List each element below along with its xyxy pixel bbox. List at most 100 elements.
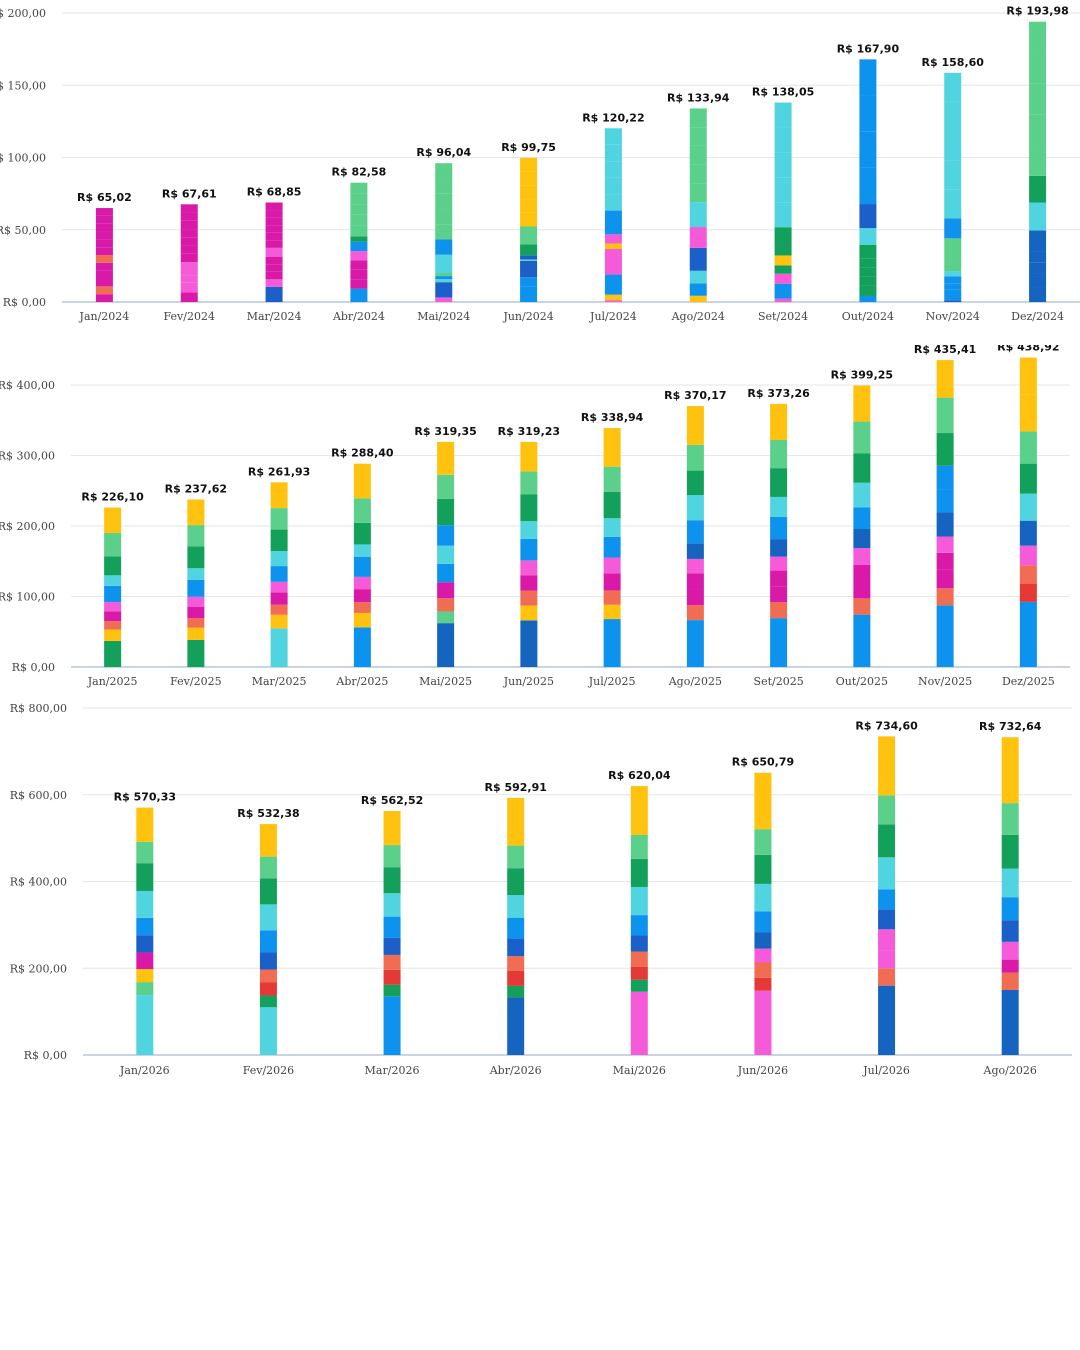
bar-segment[interactable] — [180, 262, 198, 269]
bar-segment[interactable] — [689, 295, 707, 302]
bar-segment[interactable] — [435, 279, 453, 283]
bar-segment[interactable] — [265, 247, 283, 257]
bar-segment[interactable] — [437, 498, 455, 526]
bar-segment[interactable] — [689, 108, 707, 128]
bar-segment[interactable] — [520, 259, 538, 261]
bar-segment[interactable] — [604, 294, 622, 301]
bar-segment[interactable] — [520, 575, 538, 591]
bar-segment[interactable] — [180, 275, 198, 283]
bar-segment[interactable] — [353, 498, 371, 523]
bar-segment[interactable] — [853, 598, 871, 615]
bar-segment[interactable] — [350, 193, 368, 205]
bar-segment[interactable] — [774, 255, 792, 266]
bar-segment[interactable] — [1029, 251, 1047, 263]
bar-segment[interactable] — [689, 145, 707, 165]
bar-segment[interactable] — [507, 985, 525, 998]
bar-segment[interactable] — [774, 202, 792, 228]
bar-segment[interactable] — [1019, 463, 1037, 494]
bar-segment[interactable] — [520, 277, 538, 287]
bar-segment[interactable] — [259, 982, 277, 996]
bar-segment[interactable] — [859, 131, 877, 168]
bar-segment[interactable] — [944, 271, 962, 277]
bar-segment[interactable] — [180, 253, 198, 263]
bar-segment[interactable] — [1001, 803, 1019, 835]
bar-segment[interactable] — [774, 273, 792, 284]
bar-segment[interactable] — [1029, 52, 1047, 84]
bar-segment[interactable] — [435, 163, 453, 179]
bar-segment[interactable] — [1019, 431, 1037, 464]
bar-segment[interactable] — [136, 995, 154, 1055]
bar-segment[interactable] — [180, 204, 198, 213]
bar-segment[interactable] — [604, 194, 622, 211]
bar-segment[interactable] — [136, 841, 154, 864]
bar-segment[interactable] — [944, 72, 962, 102]
bar-segment[interactable] — [686, 543, 704, 559]
bar-segment[interactable] — [774, 265, 792, 274]
bar-segment[interactable] — [520, 212, 538, 227]
bar-segment[interactable] — [383, 811, 401, 846]
bar-segment[interactable] — [270, 566, 288, 582]
bar-segment[interactable] — [435, 239, 453, 255]
bar-segment[interactable] — [270, 529, 288, 552]
bar-segment[interactable] — [520, 226, 538, 245]
bar-segment[interactable] — [1029, 21, 1047, 53]
bar-segment[interactable] — [686, 444, 704, 471]
bar-segment[interactable] — [604, 234, 622, 244]
bar-segment[interactable] — [1001, 897, 1019, 921]
bar-segment[interactable] — [104, 507, 122, 533]
bar-segment[interactable] — [136, 863, 154, 891]
bar-segment[interactable] — [944, 276, 962, 284]
bar-segment[interactable] — [754, 962, 772, 978]
bar-segment[interactable] — [944, 189, 962, 219]
bar-segment[interactable] — [878, 968, 896, 986]
bar-segment[interactable] — [1001, 737, 1019, 804]
bar-segment[interactable] — [437, 545, 455, 564]
bar-segment[interactable] — [95, 270, 113, 279]
bar-segment[interactable] — [1029, 83, 1047, 115]
bar-segment[interactable] — [1001, 972, 1019, 990]
bar-segment[interactable] — [686, 573, 704, 590]
bar-segment[interactable] — [604, 248, 622, 275]
bar-segment[interactable] — [437, 598, 455, 612]
bar-segment[interactable] — [853, 582, 871, 599]
bar-segment[interactable] — [754, 854, 772, 884]
bar-segment[interactable] — [944, 300, 962, 302]
bar-segment[interactable] — [686, 520, 704, 544]
bar-segment[interactable] — [520, 171, 538, 186]
bar-segment[interactable] — [853, 507, 871, 529]
bar-segment[interactable] — [630, 966, 648, 980]
bar-segment[interactable] — [180, 220, 198, 230]
bar-segment[interactable] — [104, 532, 122, 557]
bar-segment[interactable] — [104, 621, 122, 630]
bar-segment[interactable] — [136, 982, 154, 996]
bar-segment[interactable] — [353, 544, 371, 557]
bar-segment[interactable] — [270, 508, 288, 530]
bar-segment[interactable] — [350, 260, 368, 270]
bar-segment[interactable] — [383, 916, 401, 938]
bar-segment[interactable] — [259, 995, 277, 1008]
bar-segment[interactable] — [383, 984, 401, 997]
bar-segment[interactable] — [435, 276, 453, 280]
bar-segment[interactable] — [604, 161, 622, 178]
bar-segment[interactable] — [630, 886, 648, 916]
bar-segment[interactable] — [95, 255, 113, 263]
bar-segment[interactable] — [1029, 114, 1047, 146]
bar-segment[interactable] — [689, 270, 707, 278]
bar-segment[interactable] — [435, 208, 453, 225]
bar-segment[interactable] — [859, 244, 877, 259]
bar-segment[interactable] — [270, 592, 288, 605]
bar-segment[interactable] — [95, 286, 113, 295]
bar-segment[interactable] — [878, 824, 896, 858]
bar-segment[interactable] — [350, 269, 368, 280]
bar-segment[interactable] — [95, 208, 113, 216]
bar-segment[interactable] — [1001, 941, 1019, 960]
bar-segment[interactable] — [774, 127, 792, 153]
bar-segment[interactable] — [270, 551, 288, 567]
bar-segment[interactable] — [1019, 357, 1037, 395]
bar-segment[interactable] — [383, 937, 401, 955]
bar-segment[interactable] — [265, 210, 283, 218]
bar-segment[interactable] — [435, 178, 453, 194]
bar-segment[interactable] — [853, 528, 871, 549]
bar-segment[interactable] — [770, 403, 788, 441]
bar-segment[interactable] — [859, 258, 877, 268]
